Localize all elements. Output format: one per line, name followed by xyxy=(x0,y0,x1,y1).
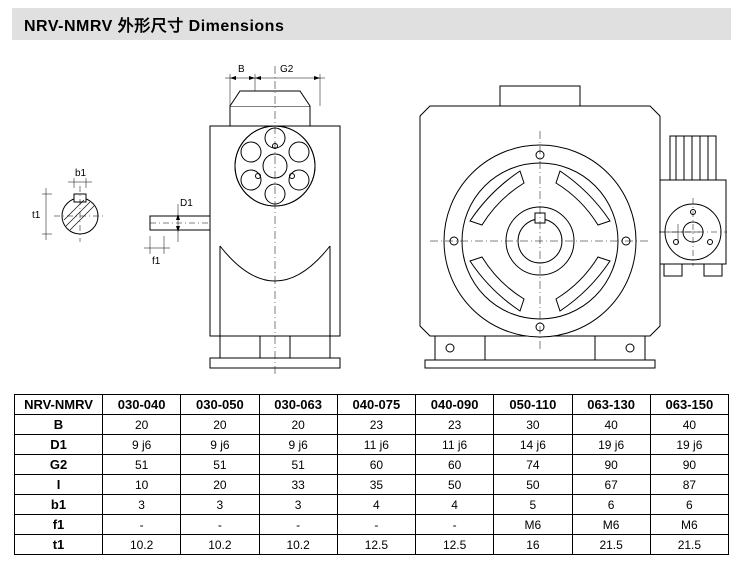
table-cell: 16 xyxy=(494,535,572,555)
table-cell: 51 xyxy=(181,455,259,475)
table-cell: 74 xyxy=(494,455,572,475)
technical-drawing: b1 t1 xyxy=(0,46,743,386)
label-t1: t1 xyxy=(32,210,41,221)
table-row: B2020202323304040 xyxy=(15,415,729,435)
table-row: b133344566 xyxy=(15,495,729,515)
page-title: NRV-NMRV 外形尺寸 Dimensions xyxy=(12,8,731,40)
table-cell: 30 xyxy=(494,415,572,435)
table-col-0: 030-040 xyxy=(103,395,181,415)
table-cell: 10.2 xyxy=(181,535,259,555)
table-col-1: 030-050 xyxy=(181,395,259,415)
table-cell: 9 j6 xyxy=(181,435,259,455)
table-cell: 3 xyxy=(103,495,181,515)
table-cell: 90 xyxy=(650,455,728,475)
table-cell: 60 xyxy=(416,455,494,475)
table-row: G25151516060749090 xyxy=(15,455,729,475)
table-cell: M6 xyxy=(572,515,650,535)
table-cell: 21.5 xyxy=(572,535,650,555)
shaft-section-drawing: b1 t1 xyxy=(32,168,106,242)
table-cell: 21.5 xyxy=(650,535,728,555)
table-cell: 11 j6 xyxy=(337,435,415,455)
label-D1: D1 xyxy=(180,198,193,209)
table-cell: - xyxy=(103,515,181,535)
label-B: B xyxy=(238,64,245,75)
table-cell: - xyxy=(416,515,494,535)
table-col-4: 040-090 xyxy=(416,395,494,415)
table-cell: 20 xyxy=(103,415,181,435)
table-cell: 23 xyxy=(416,415,494,435)
dimensions-table: NRV-NMRV 030-040030-050030-063040-075040… xyxy=(14,394,729,555)
table-cell: 20 xyxy=(259,415,337,435)
table-cell: 4 xyxy=(416,495,494,515)
table-cell: 12.5 xyxy=(416,535,494,555)
table-cell: 23 xyxy=(337,415,415,435)
front-view-drawing xyxy=(420,86,727,368)
table-cell: 87 xyxy=(650,475,728,495)
table-cell: 35 xyxy=(337,475,415,495)
table-cell: 51 xyxy=(259,455,337,475)
table-cell: 9 j6 xyxy=(103,435,181,455)
dimensions-table-wrap: NRV-NMRV 030-040030-050030-063040-075040… xyxy=(14,394,729,555)
table-cell: 11 j6 xyxy=(416,435,494,455)
table-cell: 51 xyxy=(103,455,181,475)
row-label: t1 xyxy=(15,535,103,555)
side-view-drawing: B G2 D1 f1 xyxy=(144,64,340,376)
table-col-5: 050-110 xyxy=(494,395,572,415)
table-col-7: 063-150 xyxy=(650,395,728,415)
table-cell: 90 xyxy=(572,455,650,475)
table-cell: M6 xyxy=(494,515,572,535)
table-cell: - xyxy=(181,515,259,535)
table-cell: 50 xyxy=(416,475,494,495)
table-row: D19 j69 j69 j611 j611 j614 j619 j619 j6 xyxy=(15,435,729,455)
table-cell: 67 xyxy=(572,475,650,495)
table-header-row: NRV-NMRV 030-040030-050030-063040-075040… xyxy=(15,395,729,415)
table-row: t110.210.210.212.512.51621.521.5 xyxy=(15,535,729,555)
table-cell: 20 xyxy=(181,475,259,495)
table-cell: 5 xyxy=(494,495,572,515)
table-cell: 12.5 xyxy=(337,535,415,555)
label-f1: f1 xyxy=(152,256,161,267)
table-cell: 20 xyxy=(181,415,259,435)
table-cell: 40 xyxy=(572,415,650,435)
table-col-6: 063-130 xyxy=(572,395,650,415)
table-row: f1-----M6M6M6 xyxy=(15,515,729,535)
table-col-3: 040-075 xyxy=(337,395,415,415)
row-label: G2 xyxy=(15,455,103,475)
row-label: D1 xyxy=(15,435,103,455)
table-cell: 9 j6 xyxy=(259,435,337,455)
table-cell: 4 xyxy=(337,495,415,515)
row-label: I xyxy=(15,475,103,495)
table-cell: 10.2 xyxy=(259,535,337,555)
title-text: NRV-NMRV 外形尺寸 Dimensions xyxy=(24,18,284,35)
table-cell: - xyxy=(259,515,337,535)
label-b1: b1 xyxy=(75,168,87,179)
table-cell: 3 xyxy=(259,495,337,515)
row-label: b1 xyxy=(15,495,103,515)
table-cell: 19 j6 xyxy=(650,435,728,455)
label-G2: G2 xyxy=(280,64,294,75)
table-cell: 40 xyxy=(650,415,728,435)
table-cell: 19 j6 xyxy=(572,435,650,455)
table-cell: 14 j6 xyxy=(494,435,572,455)
table-cell: 3 xyxy=(181,495,259,515)
table-cell: 60 xyxy=(337,455,415,475)
table-cell: 6 xyxy=(572,495,650,515)
row-label: f1 xyxy=(15,515,103,535)
table-cell: 10.2 xyxy=(103,535,181,555)
table-col-2: 030-063 xyxy=(259,395,337,415)
table-cell: 50 xyxy=(494,475,572,495)
row-label: B xyxy=(15,415,103,435)
table-cell: 33 xyxy=(259,475,337,495)
table-cell: M6 xyxy=(650,515,728,535)
table-body: B2020202323304040D19 j69 j69 j611 j611 j… xyxy=(15,415,729,555)
table-cell: - xyxy=(337,515,415,535)
table-cell: 6 xyxy=(650,495,728,515)
table-cell: 10 xyxy=(103,475,181,495)
table-header-label: NRV-NMRV xyxy=(15,395,103,415)
table-row: I1020333550506787 xyxy=(15,475,729,495)
